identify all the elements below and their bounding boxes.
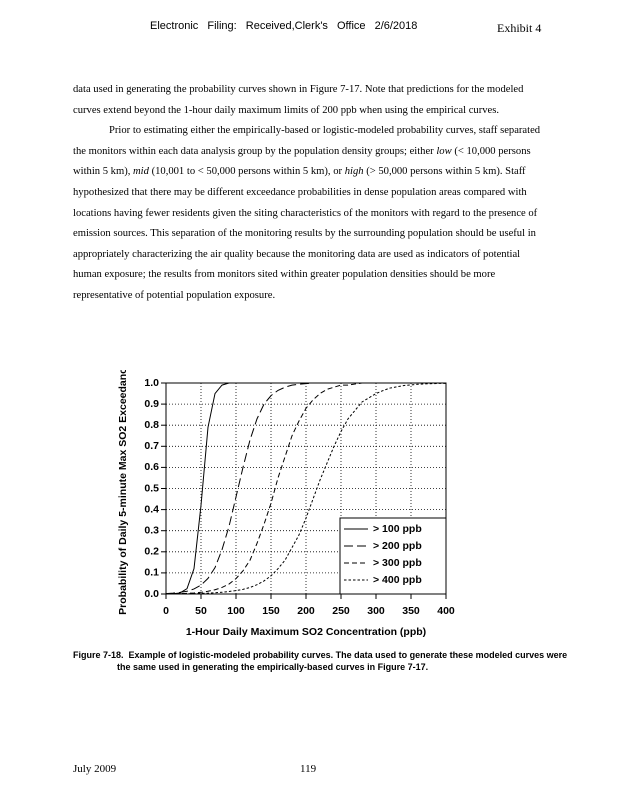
y-axis-label: Probability of Daily 5-minute Max SO2 Ex… (117, 370, 129, 615)
y-tick-label: 0.9 (144, 398, 159, 410)
x-axis-label: 1-Hour Daily Maximum SO2 Concentration (… (186, 626, 426, 638)
x-tick-label: 150 (262, 605, 280, 617)
x-tick-label: 350 (402, 605, 420, 617)
text-run: (> 50,000 persons within 5 km). Staff hy… (73, 166, 538, 301)
text-run: low (436, 145, 452, 157)
body-text: data used in generating the probability … (73, 80, 547, 307)
x-tick-label: 400 (437, 605, 455, 617)
text-run: high (344, 166, 364, 178)
filing-header: Electronic Filing: Received,Clerk's Offi… (150, 20, 418, 32)
paragraph: Prior to estimating either the empirical… (73, 121, 547, 306)
legend-label: > 200 ppb (373, 540, 422, 552)
chart: 0.0 0.1 0.2 0.3 0.4 0.5 0.6 0.7 0.8 0.9 1.0 0 50 100 1… (117, 370, 455, 638)
y-tick-label: 0.3 (144, 524, 159, 536)
x-tick-label: 300 (367, 605, 385, 617)
y-tick-label: 0.0 (144, 588, 159, 600)
series-line (166, 382, 446, 595)
y-tick-label: 0.8 (144, 419, 159, 431)
y-tick-label: 1.0 (144, 377, 159, 389)
legend-label: > 300 ppb (373, 557, 422, 569)
y-tick-label: 0.5 (144, 482, 159, 494)
legend-box (339, 517, 447, 595)
caption-label: Figure 7-18. (73, 650, 124, 660)
text-run: data used in generating the probability … (73, 84, 524, 116)
y-tick-label: 0.7 (144, 440, 159, 452)
x-tick-label: 50 (195, 605, 207, 617)
text-run: mid (133, 166, 149, 178)
figure-caption: Figure 7-18. Example of logistic-modeled… (73, 650, 572, 673)
y-tick-label: 0.6 (144, 461, 159, 473)
x-tick-label: 0 (163, 605, 169, 617)
text-run: (10,001 to < 50,000 persons within 5 km)… (148, 166, 345, 178)
text-run: (< 10,000 persons within 5 km), (73, 145, 531, 178)
series-line (166, 382, 446, 595)
text-run: Prior to estimating either the empirical… (73, 125, 541, 157)
y-tick-label: 0.1 (144, 567, 159, 579)
paragraph: data used in generating the probability … (73, 80, 547, 121)
footer-date: July 2009 (73, 763, 117, 775)
y-tick-label: 0.2 (144, 546, 159, 558)
y-tick-label: 0.4 (144, 503, 159, 515)
x-tick-label: 250 (332, 605, 350, 617)
exhibit-label: Exhibit 4 (497, 21, 542, 35)
page-number: 119 (300, 763, 317, 775)
legend-label: > 100 ppb (373, 523, 422, 535)
x-tick-label: 200 (297, 605, 315, 617)
caption-text: Example of logistic-modeled probability … (117, 650, 568, 672)
x-tick-label: 100 (227, 605, 245, 617)
legend-label: > 400 ppb (373, 574, 422, 586)
